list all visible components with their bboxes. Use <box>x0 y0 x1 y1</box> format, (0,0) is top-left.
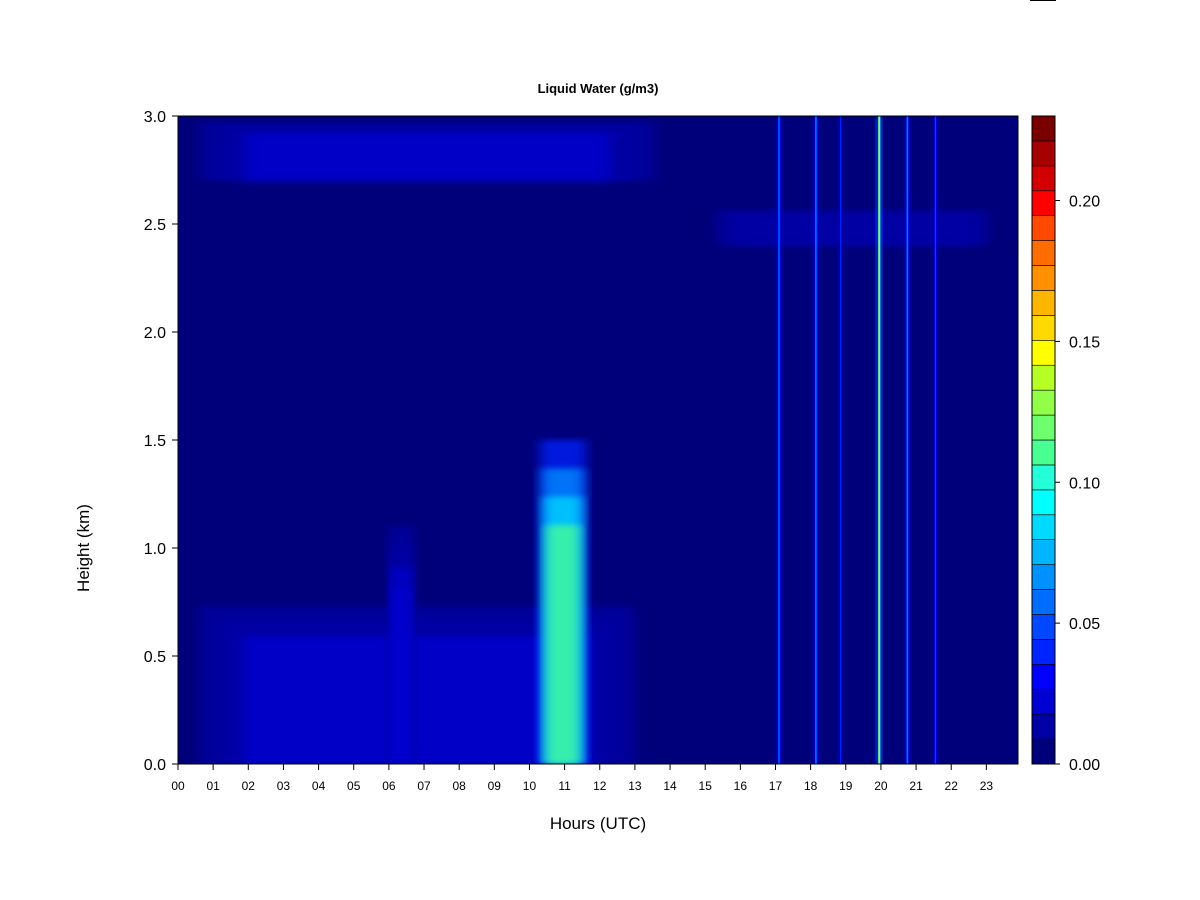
corner-mark <box>1030 0 1056 1</box>
colorbar-swatch <box>1031 240 1056 266</box>
heatmap-feature <box>776 116 783 764</box>
x-tick-label: 18 <box>804 779 818 793</box>
colorbar: 0.00 0.05 0.10 0.15 0.20 <box>1031 115 1100 774</box>
x-tick-label: 20 <box>874 779 888 793</box>
heatmap-feature <box>687 202 1018 246</box>
x-tick-label: 14 <box>663 779 677 793</box>
colorbar-frame <box>1031 115 1056 765</box>
x-tick-label: 22 <box>945 779 959 793</box>
colorbar-swatch <box>1031 464 1056 491</box>
colorbar-tick-label: 0.15 <box>1069 334 1100 351</box>
colorbar-swatch <box>1031 738 1056 765</box>
x-tick-label: 00 <box>171 779 185 793</box>
colorbar-swatch <box>1031 414 1056 441</box>
heatmap-feature <box>837 116 844 764</box>
colorbar-swatch <box>1031 340 1056 366</box>
colorbar-swatch <box>1031 190 1056 216</box>
x-tick-label: 21 <box>909 779 923 793</box>
x-tick-label: 02 <box>242 779 256 793</box>
x-tick-label: 05 <box>347 779 361 793</box>
colorbar-tick-label: 0.05 <box>1069 616 1100 633</box>
colorbar-swatch <box>1031 614 1056 640</box>
heatmap-feature <box>812 116 819 764</box>
x-tick-label: 19 <box>839 779 853 793</box>
y-tick-label: 1.5 <box>144 433 166 450</box>
y-tick-label: 0.5 <box>144 649 166 666</box>
heatmap-layers <box>178 116 1018 764</box>
y-tick-label: 3.0 <box>144 109 166 126</box>
x-tick-label: 03 <box>277 779 291 793</box>
colorbar-swatch <box>1031 589 1056 615</box>
y-axis-label: Height (km) <box>74 504 93 592</box>
y-tick-label: 0.0 <box>144 757 166 774</box>
x-tick-label: 17 <box>769 779 783 793</box>
x-tick-label: 07 <box>417 779 431 793</box>
x-tick-label: 01 <box>206 779 220 793</box>
heatmap-feature <box>540 440 586 764</box>
x-tick-label: 15 <box>699 779 713 793</box>
colorbar-swatch <box>1031 713 1056 740</box>
x-tick-label: 12 <box>593 779 607 793</box>
colorbar-swatch <box>1031 439 1056 466</box>
colorbar-swatch <box>1031 315 1056 341</box>
colorbar-swatch <box>1031 389 1056 416</box>
colorbar-tick-label: 0.20 <box>1069 194 1100 211</box>
heatmap-feature <box>388 526 414 764</box>
heatmap-feature <box>178 116 678 181</box>
colorbar-swatch <box>1031 290 1056 316</box>
x-tick-label: 10 <box>523 779 537 793</box>
x-axis-label: Hours (UTC) <box>550 814 646 833</box>
colorbar-swatch <box>1031 265 1056 291</box>
x-tick-label: 08 <box>452 779 466 793</box>
colorbar-swatch <box>1031 539 1056 565</box>
colorbar-swatch <box>1031 664 1056 690</box>
x-tick-label: 23 <box>980 779 994 793</box>
x-axis: 00 01 02 03 04 05 06 07 08 09 10 11 12 13 14 15 16 17 18 19… <box>171 764 993 793</box>
heatmap-feature <box>904 116 911 764</box>
x-tick-label: 13 <box>628 779 642 793</box>
chart-title: Liquid Water (g/m3) <box>538 81 659 96</box>
heatmap-feature <box>932 116 939 764</box>
colorbar-swatch <box>1031 688 1056 715</box>
colorbar-swatch <box>1031 639 1056 665</box>
colorbar-swatch <box>1031 215 1056 241</box>
x-tick-label: 11 <box>558 779 571 793</box>
colorbar-swatch <box>1031 115 1056 142</box>
y-tick-label: 2.0 <box>144 325 166 342</box>
y-tick-label: 2.5 <box>144 217 166 234</box>
colorbar-swatch <box>1031 514 1056 540</box>
y-axis: 0.0 0.5 1.0 1.5 2.0 2.5 3.0 <box>144 109 178 774</box>
colorbar-swatch <box>1031 564 1056 590</box>
x-tick-label: 16 <box>734 779 748 793</box>
colorbar-swatch <box>1031 489 1056 516</box>
colorbar-swatch <box>1031 364 1056 391</box>
y-tick-label: 1.0 <box>144 541 166 558</box>
colorbar-swatch <box>1031 140 1056 167</box>
colorbar-swatch <box>1031 165 1056 192</box>
x-tick-label: 04 <box>312 779 326 793</box>
x-tick-label: 09 <box>488 779 502 793</box>
heatmap-feature <box>876 116 883 764</box>
colorbar-tick-label: 0.10 <box>1069 475 1100 492</box>
colorbar-tick-label: 0.00 <box>1069 757 1100 774</box>
x-tick-label: 06 <box>382 779 396 793</box>
